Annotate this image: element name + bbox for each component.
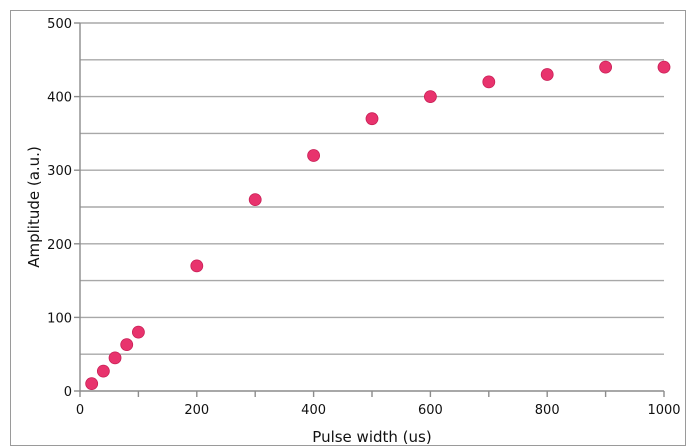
y-tick-label: 200: [47, 238, 72, 253]
x-tick-label: 800: [535, 403, 560, 418]
data-point: [365, 112, 379, 126]
y-tick-label: 500: [47, 17, 72, 32]
data-point: [120, 338, 134, 352]
x-tick-label: 400: [301, 403, 326, 418]
data-point: [108, 351, 122, 365]
data-point: [85, 377, 99, 391]
data-point: [307, 149, 321, 162]
data-point: [96, 364, 110, 378]
x-tick-label: 200: [184, 403, 209, 418]
data-point: [657, 60, 671, 74]
data-point: [190, 259, 204, 273]
y-tick-label: 100: [47, 311, 72, 326]
axes: [74, 22, 665, 397]
chart-frame: [10, 10, 686, 446]
data-points: [85, 60, 671, 391]
data-point: [482, 75, 496, 89]
data-point: [131, 325, 145, 339]
x-axis-title: Pulse width (us): [312, 428, 431, 446]
x-tick-label: 1000: [647, 403, 680, 418]
gridlines: [80, 22, 664, 355]
x-tick-label: 600: [418, 403, 443, 418]
data-point: [248, 193, 262, 207]
data-point: [540, 68, 554, 81]
x-tick-labels: 0 200 400 600 800 1000: [76, 403, 681, 418]
y-axis-title: Amplitude (a.u.): [25, 146, 43, 268]
data-point: [423, 90, 437, 103]
y-tick-labels: 0 100 200 300 400 500: [47, 17, 72, 400]
data-point: [599, 60, 612, 74]
y-tick-label: 400: [47, 91, 72, 106]
y-tick-label: 0: [64, 385, 72, 400]
y-tick-label: 300: [47, 164, 72, 179]
x-tick-label: 0: [76, 403, 84, 418]
